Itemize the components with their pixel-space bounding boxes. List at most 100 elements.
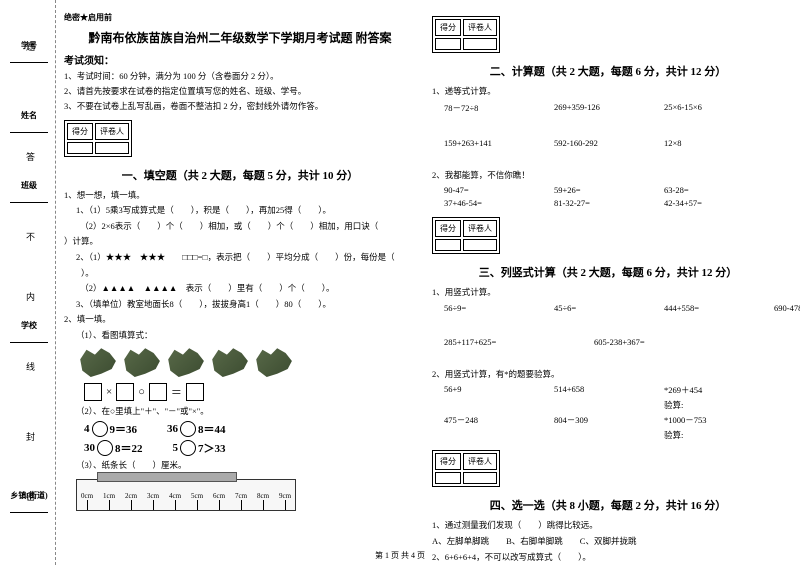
ruler-num: 4cm bbox=[169, 492, 181, 500]
blank-box bbox=[116, 383, 134, 401]
score-box-3: 得分评卷人 bbox=[432, 217, 500, 254]
calc: 81-32-27= bbox=[554, 198, 634, 208]
reviewer-cell bbox=[463, 38, 497, 50]
num-b: 9＝36 bbox=[110, 421, 138, 437]
equation-boxes: × ○ ＝ bbox=[84, 383, 416, 401]
calc bbox=[444, 399, 524, 411]
line bbox=[10, 123, 48, 133]
reviewer-hdr: 评卷人 bbox=[95, 123, 129, 140]
verify-label: 验算: bbox=[664, 429, 744, 441]
line bbox=[10, 503, 48, 513]
line bbox=[10, 193, 48, 203]
calc: 804－309 bbox=[554, 414, 634, 426]
section-2-title: 二、计算题（共 2 大题，每题 6 分，共计 12 分） bbox=[432, 63, 784, 79]
binding-inner-label: 不 bbox=[26, 230, 35, 243]
label-xingming: 姓名 bbox=[10, 110, 48, 121]
calc: 475－248 bbox=[444, 414, 524, 426]
spacer bbox=[432, 151, 784, 169]
calc: 592-160-292 bbox=[554, 138, 634, 148]
circle-blank bbox=[92, 421, 108, 437]
calc bbox=[554, 429, 634, 441]
score-box-2: 得分评卷人 bbox=[432, 16, 500, 53]
circle-blank bbox=[180, 421, 196, 437]
ruler-tick bbox=[241, 500, 242, 510]
times-icon: × bbox=[106, 386, 112, 398]
leaf-icon bbox=[120, 347, 162, 379]
num-a: 5 bbox=[173, 442, 179, 454]
num-a: 30 bbox=[84, 442, 95, 454]
equals-icon: ＝ bbox=[171, 384, 182, 400]
score-box-1: 得分评卷人 bbox=[64, 120, 132, 157]
leaf-icon bbox=[208, 347, 250, 379]
ruler-tick bbox=[197, 500, 198, 510]
reviewer-cell bbox=[463, 239, 497, 251]
calc: 56÷9= bbox=[444, 303, 524, 313]
q1-head: 1、想一想，填一填。 bbox=[64, 189, 416, 203]
ruler-tick bbox=[87, 500, 88, 510]
field-banji: 班级 bbox=[10, 180, 48, 203]
reviewer-hdr: 评卷人 bbox=[463, 453, 497, 470]
calc: 42-34+57= bbox=[664, 198, 744, 208]
q1-l3: 2、（1）★★★ ★★★ □□□=□，表示把（ ）平均分成（ ）份，每份是（ bbox=[64, 251, 416, 265]
s2-q2-head: 2、我都能算，不信你瞧！ bbox=[432, 169, 784, 183]
score-box-4: 得分评卷人 bbox=[432, 450, 500, 487]
circle-blank bbox=[97, 440, 113, 456]
section-1-title: 一、填空题（共 2 大题，每题 5 分，共计 10 分） bbox=[64, 167, 416, 183]
ruler-num: 5cm bbox=[191, 492, 203, 500]
calc-row: 285+117+625=605-238+367= bbox=[444, 337, 784, 347]
calc: 690-478= bbox=[774, 303, 800, 313]
notice-2: 2、请首先按要求在试卷的指定位置填写您的姓名、班级、学号。 bbox=[64, 86, 416, 98]
calc: 37+46-54= bbox=[444, 198, 524, 208]
binding-inner-label: 答 bbox=[26, 150, 35, 163]
q1-l6: 3、（填单位）教室地面长8（ ），拔拔身高1（ ）80（ ）。 bbox=[64, 298, 416, 312]
score-cell bbox=[435, 239, 461, 251]
score-cell bbox=[67, 142, 93, 154]
leaf-icon bbox=[76, 347, 118, 379]
calc-row: 验算: bbox=[444, 429, 784, 441]
exam-title: 黔南布依族苗族自治州二年级数学下学期月考试题 附答案 bbox=[64, 29, 416, 46]
num-b: 8＝22 bbox=[115, 440, 143, 456]
reviewer-cell bbox=[95, 142, 129, 154]
leaf-icon bbox=[164, 347, 206, 379]
ruler-tick bbox=[131, 500, 132, 510]
calc: 444+558= bbox=[664, 303, 744, 313]
calc-row: 475－248 804－309 *1000－753 bbox=[444, 414, 784, 426]
circ-item: 30 8＝22 bbox=[84, 440, 143, 456]
ruler-num: 3cm bbox=[147, 492, 159, 500]
binding-inner-label: 密 bbox=[26, 490, 35, 503]
circ-item: 57＞33 bbox=[173, 440, 226, 456]
ruler-tick bbox=[219, 500, 220, 510]
calc: 605-238+367= bbox=[594, 337, 674, 347]
spacer bbox=[432, 316, 784, 334]
circ-item: 49＝36 bbox=[84, 421, 137, 437]
score-hdr: 得分 bbox=[435, 19, 461, 36]
score-hdr: 得分 bbox=[67, 123, 93, 140]
calc-row: 90-47=59+26=63-28= bbox=[444, 185, 784, 195]
q1-l4: ）。 bbox=[64, 267, 416, 281]
calc-row: 56+9514+658*269＋454 bbox=[444, 384, 784, 396]
score-hdr: 得分 bbox=[435, 220, 461, 237]
line bbox=[10, 333, 48, 343]
binding-inner-label: 线 bbox=[26, 360, 35, 373]
paper-strip bbox=[97, 472, 237, 482]
circ-row-1: 49＝36 368＝44 bbox=[84, 421, 416, 437]
ruler-num: 7cm bbox=[235, 492, 247, 500]
calc: 90-47= bbox=[444, 185, 524, 195]
ruler-figure: 0cm1cm2cm3cm4cm5cm6cm7cm8cm9cm bbox=[76, 479, 296, 511]
circ-row-2: 30 8＝22 57＞33 bbox=[84, 440, 416, 456]
calc: 25×6-15×6 bbox=[664, 102, 744, 114]
score-cell bbox=[435, 472, 461, 484]
binding-inner-label: 题 bbox=[26, 40, 35, 53]
field-xingming: 姓名 bbox=[10, 110, 48, 133]
calc: 514+658 bbox=[554, 384, 634, 396]
verify-label: 验算: bbox=[664, 399, 744, 411]
s3-q1-head: 1、用竖式计算。 bbox=[432, 286, 784, 300]
spacer bbox=[432, 117, 784, 135]
section-4-title: 四、选一选（共 8 小题，每题 2 分，共计 16 分） bbox=[432, 497, 784, 513]
notice-1: 1、考试时间：60 分钟，满分为 100 分（含卷面分 2 分）。 bbox=[64, 71, 416, 83]
calc: *1000－753 bbox=[664, 414, 744, 426]
ruler-tick bbox=[263, 500, 264, 510]
calc bbox=[444, 429, 524, 441]
field-xuexiao: 学校 bbox=[10, 320, 48, 343]
ruler-num: 6cm bbox=[213, 492, 225, 500]
